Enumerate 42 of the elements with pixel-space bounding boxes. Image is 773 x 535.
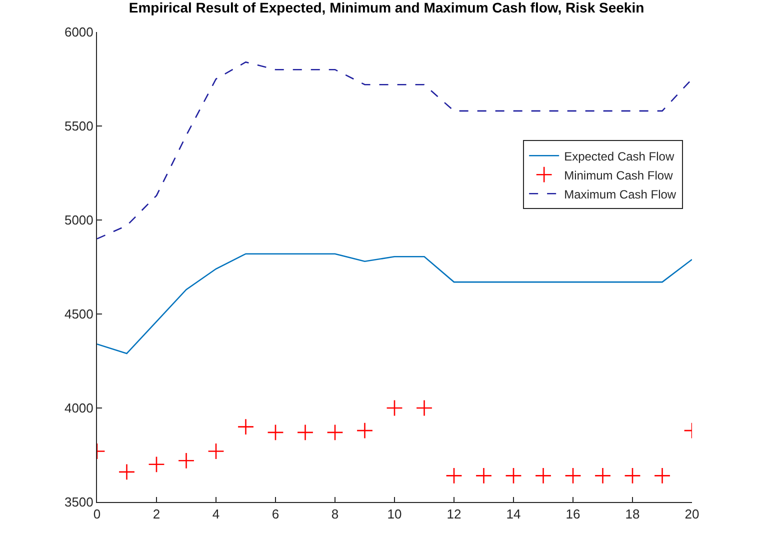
x-tick-label: 4 <box>212 506 220 522</box>
point <box>208 442 224 460</box>
point <box>534 467 552 484</box>
x-tick-label: 20 <box>684 506 700 522</box>
y-tick-label: 3500 <box>64 494 94 510</box>
x-tick-label: 16 <box>566 506 580 522</box>
x-tick-label: 6 <box>272 506 280 522</box>
point <box>386 400 403 416</box>
point <box>416 400 433 416</box>
point <box>237 418 254 436</box>
legend-label: Expected Cash Flow <box>564 149 674 164</box>
point <box>326 424 344 441</box>
line-series <box>97 61 692 240</box>
x-tick-label: 0 <box>93 506 101 522</box>
x-tick-label: 2 <box>152 506 160 522</box>
point <box>564 467 582 484</box>
legend-label: Maximum Cash Flow <box>564 187 676 202</box>
point <box>624 467 641 484</box>
y-tick-label: 6000 <box>64 24 94 40</box>
y-tick-label: 4500 <box>64 306 94 322</box>
x-tick-label: 12 <box>446 506 462 522</box>
point <box>446 467 462 484</box>
x-tick-label: 18 <box>625 506 640 522</box>
point <box>178 452 195 469</box>
y-tick-label: 4000 <box>64 400 94 416</box>
point <box>505 467 522 484</box>
x-tick-label: 8 <box>331 506 339 522</box>
point <box>296 424 314 441</box>
point <box>356 422 374 439</box>
y-tick-label: 5000 <box>64 212 94 228</box>
x-tick-label: 10 <box>387 506 402 522</box>
x-tick-label: 14 <box>506 506 521 522</box>
point <box>267 424 284 441</box>
y-tick-label: 5500 <box>64 118 94 134</box>
point <box>654 467 671 484</box>
chart-title: Empirical Result of Expected, Minimum and Maximum Cash flow, Risk Seekin <box>128 0 644 16</box>
point <box>118 464 136 480</box>
point <box>148 456 165 473</box>
legend-label: Minimum Cash Flow <box>564 168 674 182</box>
point <box>594 467 612 484</box>
point <box>475 467 492 484</box>
line-series <box>97 253 692 354</box>
